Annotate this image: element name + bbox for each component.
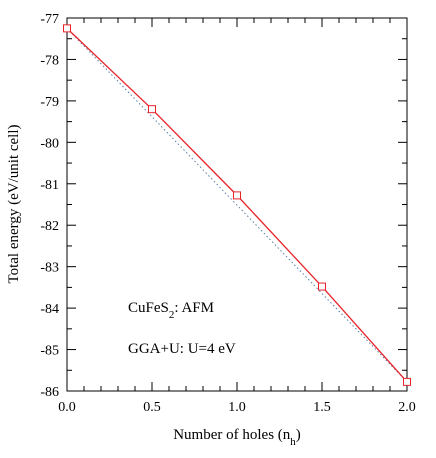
data-point-marker xyxy=(318,282,326,291)
series-line-dotted xyxy=(66,28,408,383)
y-tick-label: -82 xyxy=(40,219,59,234)
data-point-marker xyxy=(403,377,411,386)
annotation-compound: CuFeS2: AFM xyxy=(128,300,214,321)
data-point-marker xyxy=(63,24,71,33)
y-tick-label: -83 xyxy=(40,261,59,276)
y-tick-label: -84 xyxy=(40,302,59,317)
y-tick-label: -79 xyxy=(40,95,59,110)
data-point-marker xyxy=(233,191,241,200)
annotation-method: GGA+U: U=4 eV xyxy=(128,341,236,357)
y-tick-label: -78 xyxy=(40,53,59,68)
tick-marks xyxy=(66,17,408,392)
data-point-marker xyxy=(148,105,156,114)
x-axis-title: Number of holes (nh) xyxy=(173,427,301,448)
y-tick-label: -86 xyxy=(40,385,59,400)
y-tick-label: -81 xyxy=(40,178,59,193)
x-tick-label: 1.5 xyxy=(313,400,331,415)
x-tick-label: 2.0 xyxy=(398,400,416,415)
x-tick-labels: 0.0 0.5 1.0 1.5 2.0 xyxy=(58,400,416,415)
y-tick-labels: -77 -78 -79 -80 -81 -82 -83 -84 -85 -86 xyxy=(40,12,59,400)
y-tick-label: -80 xyxy=(40,136,59,151)
x-tick-label: 1.0 xyxy=(228,400,246,415)
y-tick-label: -85 xyxy=(40,344,59,359)
series-layer xyxy=(63,24,411,386)
x-tick-label: 0.5 xyxy=(143,400,161,415)
x-tick-label: 0.0 xyxy=(58,400,76,415)
y-axis-title: Total energy (eV/unit cell) xyxy=(6,124,22,283)
y-tick-label: -77 xyxy=(40,12,59,27)
